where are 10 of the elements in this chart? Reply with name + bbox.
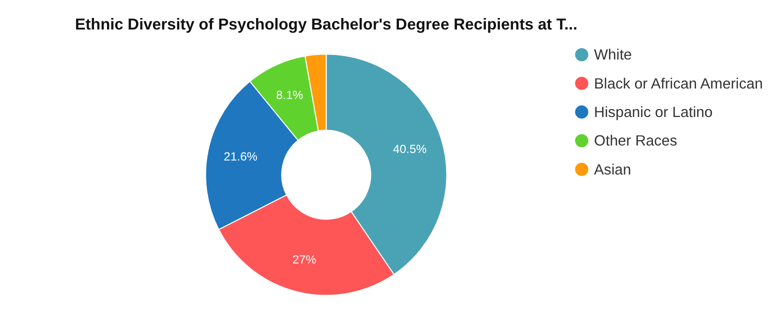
chart-title: Ethnic Diversity of Psychology Bachelor's Degree Recipients at T... bbox=[74, 16, 578, 34]
data-label: 21.6% bbox=[224, 150, 258, 164]
legend-label: Other Races bbox=[594, 134, 678, 150]
legend-label: White bbox=[594, 48, 632, 64]
data-label: 8.1% bbox=[276, 88, 304, 102]
legend-label: Asian bbox=[594, 162, 632, 178]
legend-label: Black or African American bbox=[594, 76, 763, 92]
data-label: 40.5% bbox=[392, 142, 428, 156]
data-label: 27% bbox=[292, 252, 317, 266]
legend-label: Hispanic or Latino bbox=[594, 104, 713, 121]
